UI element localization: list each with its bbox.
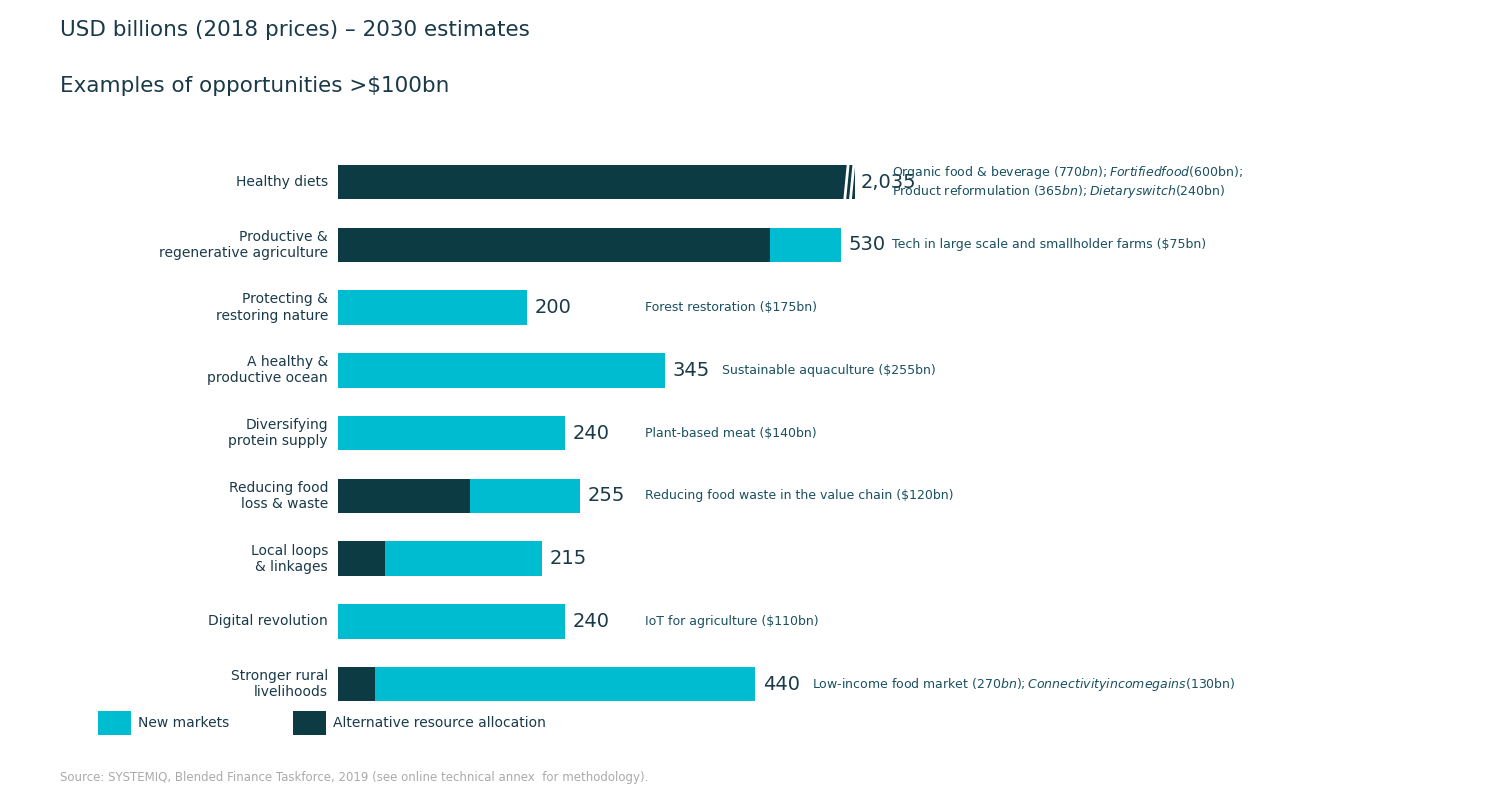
Bar — [338, 415, 566, 451]
Text: USD billions (2018 prices) – 2030 estimates: USD billions (2018 prices) – 2030 estima… — [60, 20, 530, 40]
Bar — [338, 667, 375, 702]
Text: Digital revolution: Digital revolution — [209, 614, 328, 629]
Text: 200: 200 — [536, 298, 572, 317]
Text: Alternative resource allocation: Alternative resource allocation — [333, 716, 546, 731]
Bar — [338, 541, 386, 576]
Bar — [471, 479, 579, 513]
Text: Local loops
& linkages: Local loops & linkages — [251, 544, 328, 573]
Bar — [338, 164, 965, 199]
Text: 240: 240 — [573, 423, 610, 443]
Text: 240: 240 — [573, 612, 610, 631]
Text: Protecting &
restoring nature: Protecting & restoring nature — [216, 293, 328, 322]
Bar — [375, 667, 756, 702]
Bar — [386, 541, 542, 576]
Text: Forest restoration ($175bn): Forest restoration ($175bn) — [645, 301, 818, 314]
Text: Low-income food market ($270bn); Connectivity income gains ($130bn): Low-income food market ($270bn); Connect… — [813, 675, 1236, 693]
Bar — [338, 228, 770, 262]
Text: Plant-based meat ($140bn): Plant-based meat ($140bn) — [645, 427, 816, 439]
Text: Source: SYSTEMIQ, Blended Finance Taskforce, 2019 (see online technical annex  f: Source: SYSTEMIQ, Blended Finance Taskfo… — [60, 772, 648, 784]
Text: IoT for agriculture ($110bn): IoT for agriculture ($110bn) — [645, 615, 819, 628]
Text: 215: 215 — [549, 549, 586, 568]
Text: Tech in large scale and smallholder farms ($75bn): Tech in large scale and smallholder farm… — [892, 238, 1206, 251]
Text: Organic food & beverage ($770bn); Fortified food ($600bn);
Product reformulation: Organic food & beverage ($770bn); Fortif… — [892, 164, 1244, 200]
Bar — [770, 228, 842, 262]
Text: 255: 255 — [586, 486, 624, 505]
Bar — [964, 164, 1500, 199]
Text: Productive &
regenerative agriculture: Productive & regenerative agriculture — [159, 229, 328, 260]
Text: Diversifying
protein supply: Diversifying protein supply — [228, 418, 328, 448]
Text: 2,035: 2,035 — [861, 172, 916, 192]
Text: 345: 345 — [672, 361, 710, 380]
Text: 440: 440 — [764, 674, 800, 694]
Text: A healthy &
productive ocean: A healthy & productive ocean — [207, 355, 328, 386]
Text: New markets: New markets — [138, 716, 230, 731]
Bar — [338, 604, 566, 638]
Text: Reducing food
loss & waste: Reducing food loss & waste — [228, 480, 328, 511]
Text: Reducing food waste in the value chain ($120bn): Reducing food waste in the value chain (… — [645, 489, 954, 502]
Text: Stronger rural
livelihoods: Stronger rural livelihoods — [231, 669, 328, 699]
Text: Healthy diets: Healthy diets — [236, 175, 328, 189]
Text: Sustainable aquaculture ($255bn): Sustainable aquaculture ($255bn) — [722, 364, 936, 377]
Bar — [338, 290, 528, 325]
Text: Examples of opportunities >$100bn: Examples of opportunities >$100bn — [60, 76, 450, 96]
Bar — [338, 479, 471, 513]
Bar — [338, 353, 664, 387]
Text: 530: 530 — [849, 235, 885, 254]
